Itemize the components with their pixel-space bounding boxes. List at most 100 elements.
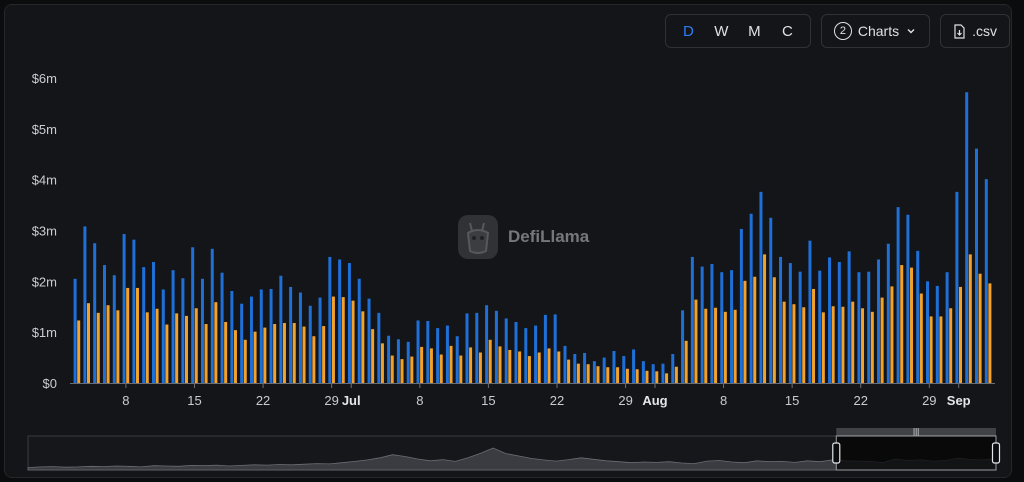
bar-series-1 (700, 266, 704, 383)
y-tick-label: $5m (32, 122, 57, 137)
bar-series-1 (83, 226, 87, 383)
period-button-m[interactable]: M (738, 16, 771, 46)
watermark-text: DefiLlama (508, 227, 590, 246)
bar-series-1 (249, 296, 253, 383)
brush-handle-left[interactable] (832, 442, 841, 464)
bar-series-2 (155, 308, 159, 383)
y-tick-label: $2m (32, 274, 57, 289)
x-tick-label: 22 (256, 393, 270, 408)
bar-series-2 (145, 312, 149, 383)
bar-series-1 (230, 290, 234, 383)
x-tick-label: 15 (187, 393, 201, 408)
bar-series-1 (632, 349, 636, 383)
bar-series-2 (939, 316, 943, 383)
bar-series-1 (661, 363, 665, 383)
bar-series-2 (361, 311, 365, 383)
bar-series-2 (498, 346, 502, 383)
bar-series-2 (214, 302, 218, 383)
bar-series-1 (906, 214, 910, 383)
bar-series-1 (857, 272, 861, 383)
bar-series-1 (847, 251, 851, 383)
bar-series-2 (606, 367, 610, 383)
brush-handle-right[interactable] (991, 442, 1001, 464)
bar-series-2 (126, 287, 130, 383)
bar-series-1 (494, 310, 498, 383)
bar-series-1 (328, 256, 332, 383)
bar-series-2 (714, 307, 718, 383)
bar-series-2 (900, 265, 904, 383)
bar-series-2 (870, 311, 874, 383)
bar-series-2 (390, 355, 394, 383)
bar-series-2 (224, 322, 228, 383)
bar-series-1 (416, 320, 420, 383)
bar-series-2 (910, 267, 914, 383)
bar-series-2 (439, 354, 443, 383)
bar-series-2 (743, 280, 747, 383)
csv-download-button[interactable]: .csv (940, 14, 1010, 48)
bar-series-1 (877, 259, 881, 383)
bar-series-1 (455, 336, 459, 383)
bar-series-1 (739, 228, 743, 383)
bar-series-2 (841, 306, 845, 383)
bar-series-1 (641, 361, 645, 383)
overview-selection-handle-bar (836, 428, 996, 436)
bar-series-2 (253, 331, 257, 383)
bar-series-1 (485, 305, 489, 383)
charts-dropdown-label: Charts (857, 23, 900, 39)
overview-selection (835, 435, 997, 471)
bar-series-1 (524, 328, 528, 383)
bar-series-1 (769, 217, 773, 383)
bar-series-1 (612, 350, 616, 383)
bar-series-2 (625, 368, 629, 383)
x-tick-label: 8 (416, 393, 423, 408)
bar-series-1 (367, 298, 371, 383)
charts-count-badge: 2 (833, 22, 852, 40)
bar-series-2 (469, 347, 473, 383)
bar-series-1 (387, 335, 391, 383)
bar-series-2 (527, 356, 531, 383)
y-tick-label: $3m (32, 224, 57, 239)
bar-series-2 (684, 340, 688, 383)
bar-series-1 (759, 191, 763, 383)
bar-series-1 (338, 259, 342, 383)
bar-series-2 (557, 351, 561, 383)
bar-series-1 (886, 243, 890, 383)
period-button-c[interactable]: C (771, 16, 804, 46)
bar-series-2 (106, 305, 110, 383)
bar-series-1 (142, 267, 146, 383)
bar-series-2 (371, 329, 375, 383)
period-button-d[interactable]: D (672, 16, 705, 46)
bar-series-2 (704, 308, 708, 383)
bar-series-2 (959, 286, 963, 383)
x-tick-label: 15 (481, 393, 495, 408)
bar-series-2 (508, 349, 512, 383)
bar-series-1 (318, 297, 322, 383)
bar-series-1 (514, 322, 518, 383)
bar-series-2 (802, 307, 806, 383)
x-tick-label: 29 (618, 393, 632, 408)
bar-series-2 (782, 301, 786, 383)
bar-series-2 (263, 327, 267, 383)
bar-series-1 (347, 263, 351, 383)
bar-series-2 (518, 351, 522, 383)
bar-series-1 (583, 353, 587, 383)
bar-series-2 (429, 348, 433, 383)
bar-series-2 (929, 316, 933, 383)
bar-series-1 (720, 272, 724, 383)
bar-series-1 (220, 272, 224, 383)
bar-series-2 (116, 310, 120, 383)
y-tick-label: $1m (32, 325, 57, 340)
bar-series-1 (151, 262, 155, 383)
bar-series-1 (975, 148, 978, 383)
bar-series-1 (445, 325, 449, 383)
y-tick-label: $6m (32, 71, 57, 86)
bar-series-2 (674, 366, 678, 383)
bar-series-2 (988, 283, 992, 383)
bar-series-1 (406, 341, 410, 383)
charts-dropdown[interactable]: 2 Charts (820, 14, 931, 48)
bar-series-1 (602, 357, 606, 383)
bar-series-2 (331, 296, 335, 383)
bar-series-1 (269, 288, 273, 383)
bar-series-2 (880, 297, 884, 383)
period-button-w[interactable]: W (705, 16, 738, 46)
